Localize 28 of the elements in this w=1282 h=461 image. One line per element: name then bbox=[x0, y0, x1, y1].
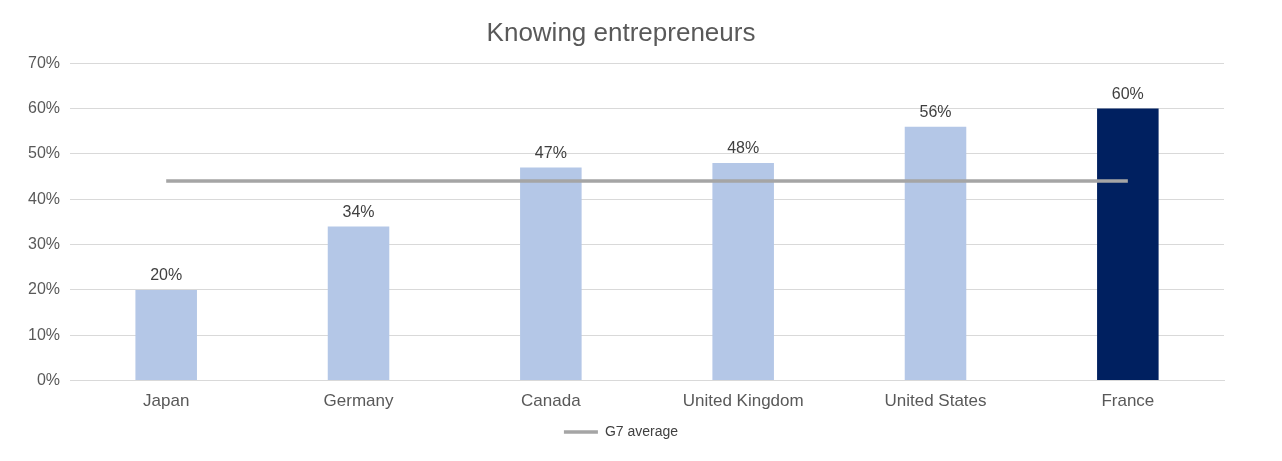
y-tick-label: 40% bbox=[27, 189, 61, 207]
bar bbox=[327, 226, 390, 381]
x-tick-label: United Kingdom bbox=[682, 391, 804, 411]
bar bbox=[712, 162, 774, 381]
chart-title: Knowing entrepreneurs bbox=[486, 16, 756, 47]
y-tick-label: 50% bbox=[27, 144, 61, 162]
data-label: 60% bbox=[1111, 84, 1144, 102]
bar bbox=[904, 126, 967, 381]
bar bbox=[520, 167, 582, 381]
data-label: 48% bbox=[727, 139, 760, 157]
x-tick-label: United States bbox=[884, 391, 987, 411]
data-label: 34% bbox=[342, 202, 375, 220]
y-tick-label: 30% bbox=[27, 234, 61, 252]
x-tick-label: Germany bbox=[323, 391, 394, 411]
bar bbox=[135, 289, 197, 381]
x-tick-label: France bbox=[1101, 391, 1155, 411]
data-label: 20% bbox=[150, 266, 183, 284]
x-tick-label: Canada bbox=[521, 391, 582, 411]
y-tick-label: 60% bbox=[27, 98, 61, 116]
data-label: 56% bbox=[919, 103, 952, 121]
y-tick-label: 70% bbox=[27, 53, 61, 71]
y-tick-label: 10% bbox=[27, 325, 61, 343]
bar bbox=[1097, 108, 1159, 381]
x-tick-label: Japan bbox=[143, 391, 190, 411]
data-label: 47% bbox=[534, 143, 567, 161]
legend-label: G7 average bbox=[604, 422, 679, 439]
y-tick-label: 20% bbox=[27, 280, 61, 298]
y-tick-label: 0% bbox=[36, 371, 61, 389]
